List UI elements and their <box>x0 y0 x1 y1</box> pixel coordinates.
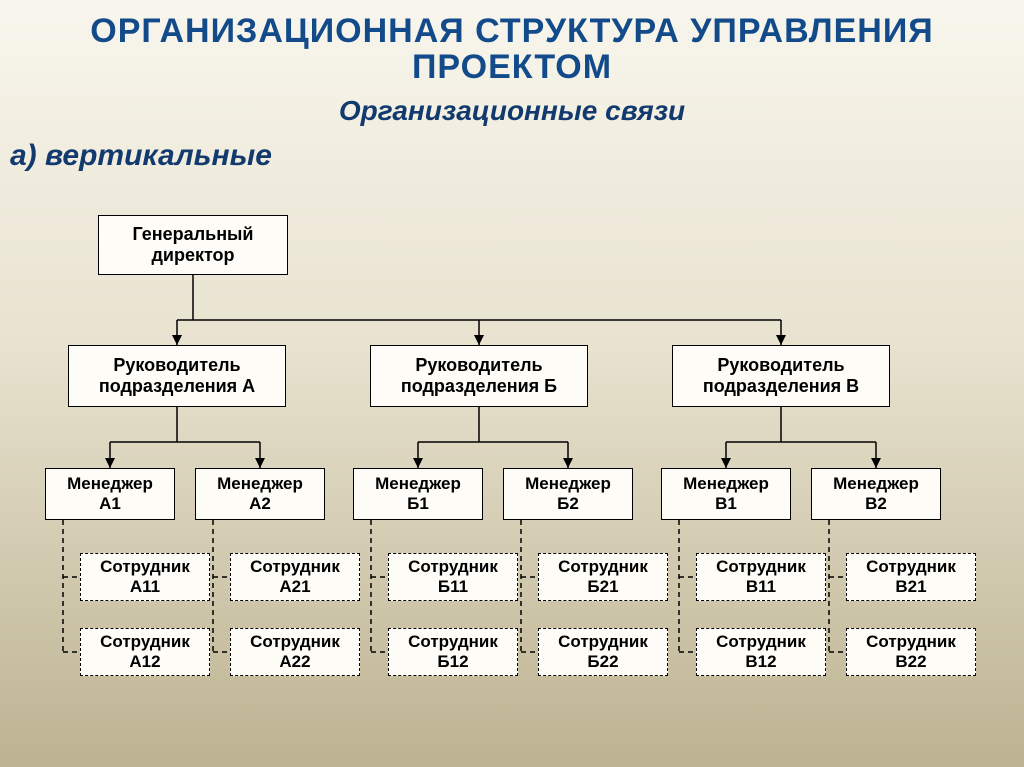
node-eB22: Сотрудник Б22 <box>538 628 668 676</box>
node-eB11: Сотрудник Б11 <box>388 553 518 601</box>
node-leadA: Руководитель подразделения А <box>68 345 286 407</box>
node-eC12: Сотрудник В12 <box>696 628 826 676</box>
section-label: а) вертикальные <box>10 139 1024 173</box>
slide: { "title": { "text": "ОРГАНИЗАЦИОННАЯ СТ… <box>0 0 1024 767</box>
node-eA22: Сотрудник А22 <box>230 628 360 676</box>
node-leadB: Руководитель подразделения Б <box>370 345 588 407</box>
node-mB2: Менеджер Б2 <box>503 468 633 520</box>
node-eA11: Сотрудник А11 <box>80 553 210 601</box>
node-leadC: Руководитель подразделения В <box>672 345 890 407</box>
node-mA2: Менеджер А2 <box>195 468 325 520</box>
node-mA1: Менеджер А1 <box>45 468 175 520</box>
node-mC1: Менеджер В1 <box>661 468 791 520</box>
node-eC21: Сотрудник В21 <box>846 553 976 601</box>
node-mB1: Менеджер Б1 <box>353 468 483 520</box>
node-root: Генеральный директор <box>98 215 288 275</box>
node-eB12: Сотрудник Б12 <box>388 628 518 676</box>
node-eA21: Сотрудник А21 <box>230 553 360 601</box>
node-eC22: Сотрудник В22 <box>846 628 976 676</box>
slide-title: ОРГАНИЗАЦИОННАЯ СТРУКТУРА УПРАВЛЕНИЯ ПРО… <box>0 0 1024 85</box>
node-eC11: Сотрудник В11 <box>696 553 826 601</box>
node-eA12: Сотрудник А12 <box>80 628 210 676</box>
node-eB21: Сотрудник Б21 <box>538 553 668 601</box>
node-mC2: Менеджер В2 <box>811 468 941 520</box>
slide-subtitle: Организационные связи <box>0 95 1024 127</box>
